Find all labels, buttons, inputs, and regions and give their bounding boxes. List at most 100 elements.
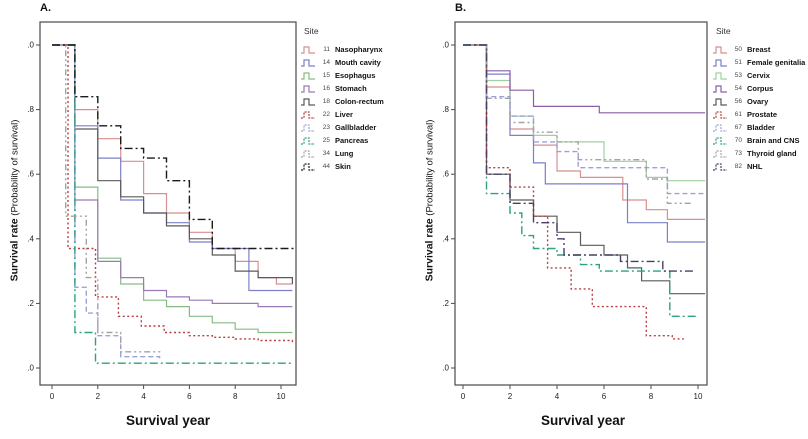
- legend-series-label: Brain and CNS: [747, 136, 800, 145]
- y-axis-title-A-main: Survival rate: [8, 218, 21, 282]
- y-tick-label: 0.4: [443, 234, 450, 243]
- legend-series-code: 73: [734, 150, 742, 157]
- legend-series-code: 50: [734, 46, 742, 53]
- legend-series-code: 61: [734, 111, 742, 118]
- legend-item-stomach: 16 Stomach: [300, 82, 384, 95]
- legend-line-sample-icon: [301, 163, 315, 171]
- y-tick-label: 0.2: [443, 299, 450, 308]
- x-tick-label: 4: [141, 392, 146, 401]
- legend-item-breast: 50 Breast: [712, 43, 805, 56]
- legend-item-nhl: 82 NHL: [712, 160, 805, 173]
- legend-line-sample-icon: [713, 137, 727, 145]
- legend-series-label: Lung: [335, 149, 354, 158]
- legend-series-label: Skin: [335, 162, 351, 171]
- curve-stomach: [52, 44, 293, 308]
- legend-line-sample-icon: [301, 137, 315, 145]
- legend-series-label: Gallbladder: [335, 123, 377, 132]
- legend-series-code: 22: [322, 111, 330, 118]
- curve-bladder: [463, 44, 706, 195]
- legend-item-liver: 22 Liver: [300, 108, 384, 121]
- curve-mouth-cavity: [52, 44, 293, 292]
- plot-frame: [454, 21, 708, 386]
- curve-liver: [52, 44, 294, 343]
- legend-line-sample-icon: [713, 111, 727, 119]
- legend-series-label: Breast: [747, 45, 771, 54]
- legend-item-skin: 44 Skin: [300, 160, 384, 173]
- legend-line-sample-icon: [301, 72, 315, 80]
- legend-series-code: 23: [322, 124, 330, 131]
- legend-series-label: Bladder: [747, 123, 775, 132]
- legend-item-colon-rectum: 18 Colon-rectum: [300, 95, 384, 108]
- x-tick-label: 4: [555, 392, 560, 401]
- legend-series-code: 54: [734, 85, 742, 92]
- y-axis-title-B-main: Survival rate: [423, 218, 436, 282]
- legend-line-sample-icon: [713, 124, 727, 132]
- legend-item-ovary: 56 Ovary: [712, 95, 805, 108]
- x-tick-label: 0: [50, 392, 55, 401]
- curve-brain-and-cns: [463, 44, 696, 317]
- legend-items-A: 11 Nasopharynx 14 Mouth cavity 15 Esophagus 16…: [300, 43, 384, 173]
- y-axis-title-B-sub: (Probability of survival): [424, 119, 436, 219]
- legend-series-code: 56: [734, 98, 742, 105]
- legend-item-thyroid-gland: 73 Thyroid gland: [712, 147, 805, 160]
- legend-line-sample-icon: [301, 111, 315, 119]
- legend-series-code: 82: [734, 163, 742, 170]
- legend-series-code: 14: [322, 59, 330, 66]
- legend-series-label: Prostate: [747, 110, 778, 119]
- legend-item-esophagus: 15 Esophagus: [300, 69, 384, 82]
- legend-series-label: Stomach: [335, 84, 367, 93]
- legend-series-label: Esophagus: [335, 71, 376, 80]
- legend-series-code: 51: [734, 59, 742, 66]
- legend-item-cervix: 53 Cervix: [712, 69, 805, 82]
- legend-line-sample-icon: [301, 98, 315, 106]
- legend-series-code: 18: [322, 98, 330, 105]
- legend-line-sample-icon: [713, 72, 727, 80]
- legend-series-label: Ovary: [747, 97, 769, 106]
- legend-item-lung: 34 Lung: [300, 147, 384, 160]
- y-tick-label: 0.6: [28, 170, 35, 179]
- curve-cervix: [463, 44, 706, 182]
- legend-items-B: 50 Breast 51 Female genitalia 53 Cervix 54 Corp…: [712, 43, 805, 173]
- x-tick-label: 6: [602, 392, 607, 401]
- curve-esophagus: [52, 44, 293, 334]
- legend-title-A: Site: [304, 26, 319, 36]
- legend-line-sample-icon: [713, 59, 727, 67]
- y-tick-label: 0.8: [28, 105, 35, 114]
- legend-item-nasopharynx: 11 Nasopharynx: [300, 43, 384, 56]
- legend-line-sample-icon: [713, 46, 727, 54]
- x-axis-title-A: Survival year: [125, 413, 211, 428]
- legend-series-code: 70: [734, 137, 742, 144]
- legend-item-mouth-cavity: 14 Mouth cavity: [300, 56, 384, 69]
- y-axis-title-A-sub: (Probability of survival): [9, 119, 21, 219]
- plot-svg-A: 0.0 0.2 0.4 0.6 0.8 1.0 0 2 4 6 8 10: [28, 21, 297, 401]
- legend-item-bladder: 67 Bladder: [712, 121, 805, 134]
- y-tick-label: 0.4: [28, 234, 35, 243]
- legend-B: Site 50 Breast 51 Female genitalia 53 Cervix 5…: [712, 26, 805, 173]
- y-tick-label: 0.2: [28, 299, 35, 308]
- legend-line-sample-icon: [713, 85, 727, 93]
- legend-line-sample-icon: [301, 124, 315, 132]
- legend-line-sample-icon: [301, 85, 315, 93]
- legend-line-sample-icon: [713, 98, 727, 106]
- legend-item-prostate: 61 Prostate: [712, 108, 805, 121]
- y-tick-label: 0.0: [28, 364, 35, 373]
- curve-breast: [463, 44, 706, 220]
- panel-label-B: B.: [455, 2, 466, 14]
- legend-series-label: Colon-rectum: [335, 97, 384, 106]
- plot-svg-B: 0.0 0.2 0.4 0.6 0.8 1.0 0 2 4 6 8 10: [443, 21, 708, 401]
- x-tick-label: 2: [96, 392, 101, 401]
- x-axis-title-B: Survival year: [540, 413, 626, 428]
- legend-series-label: Liver: [335, 110, 353, 119]
- legend-line-sample-icon: [713, 163, 727, 171]
- y-axis-title-A: Survival rate (Probability of survival): [9, 71, 24, 331]
- curve-skin: [52, 44, 295, 250]
- curve-thyroid-gland: [463, 44, 694, 204]
- curve-corpus: [463, 44, 706, 114]
- x-tick-label: 8: [233, 392, 238, 401]
- curve-prostate: [463, 44, 684, 340]
- curve-nhl: [463, 44, 694, 272]
- legend-series-code: 44: [322, 163, 330, 170]
- legend-line-sample-icon: [301, 150, 315, 158]
- y-tick-label: 0.0: [443, 364, 450, 373]
- legend-item-female-genitalia: 51 Female genitalia: [712, 56, 805, 69]
